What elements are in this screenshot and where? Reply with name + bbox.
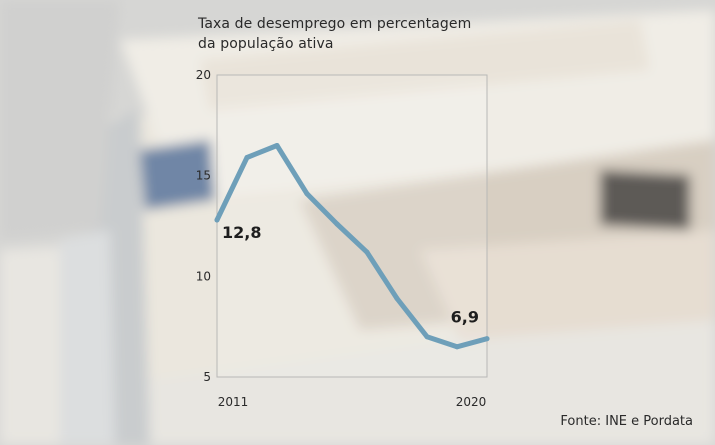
series-point — [364, 249, 370, 255]
series-point — [484, 336, 490, 342]
y-axis-ticks: 5 10 15 20 — [196, 68, 211, 384]
source-note: Fonte: INE e Pordata — [560, 414, 693, 429]
y-tick-label: 10 — [196, 269, 211, 283]
series-point — [334, 221, 340, 227]
series-point — [214, 217, 220, 223]
data-label: 12,8 — [222, 223, 261, 242]
y-tick-label: 5 — [203, 370, 211, 384]
chart-title-line-2: da população ativa — [198, 36, 334, 52]
series-point — [244, 155, 250, 161]
x-tick-label: 2011 — [218, 395, 249, 409]
data-labels: 12,8 6,9 — [222, 223, 479, 327]
series-points — [214, 142, 490, 350]
y-tick-label: 15 — [196, 169, 211, 183]
x-tick-label: 2020 — [456, 395, 487, 409]
series-line-unemployment — [214, 143, 490, 350]
series-point — [454, 344, 460, 350]
y-tick-label: 20 — [196, 68, 211, 82]
series-point — [304, 191, 310, 197]
series-point — [274, 142, 280, 148]
plot-frame — [216, 74, 488, 378]
data-label: 6,9 — [451, 308, 479, 327]
series-point — [424, 334, 430, 340]
series-point — [394, 295, 400, 301]
x-axis-ticks: 2011 2020 — [218, 395, 487, 409]
chart-title-line-1: Taxa de desemprego em percentagem — [198, 16, 472, 32]
